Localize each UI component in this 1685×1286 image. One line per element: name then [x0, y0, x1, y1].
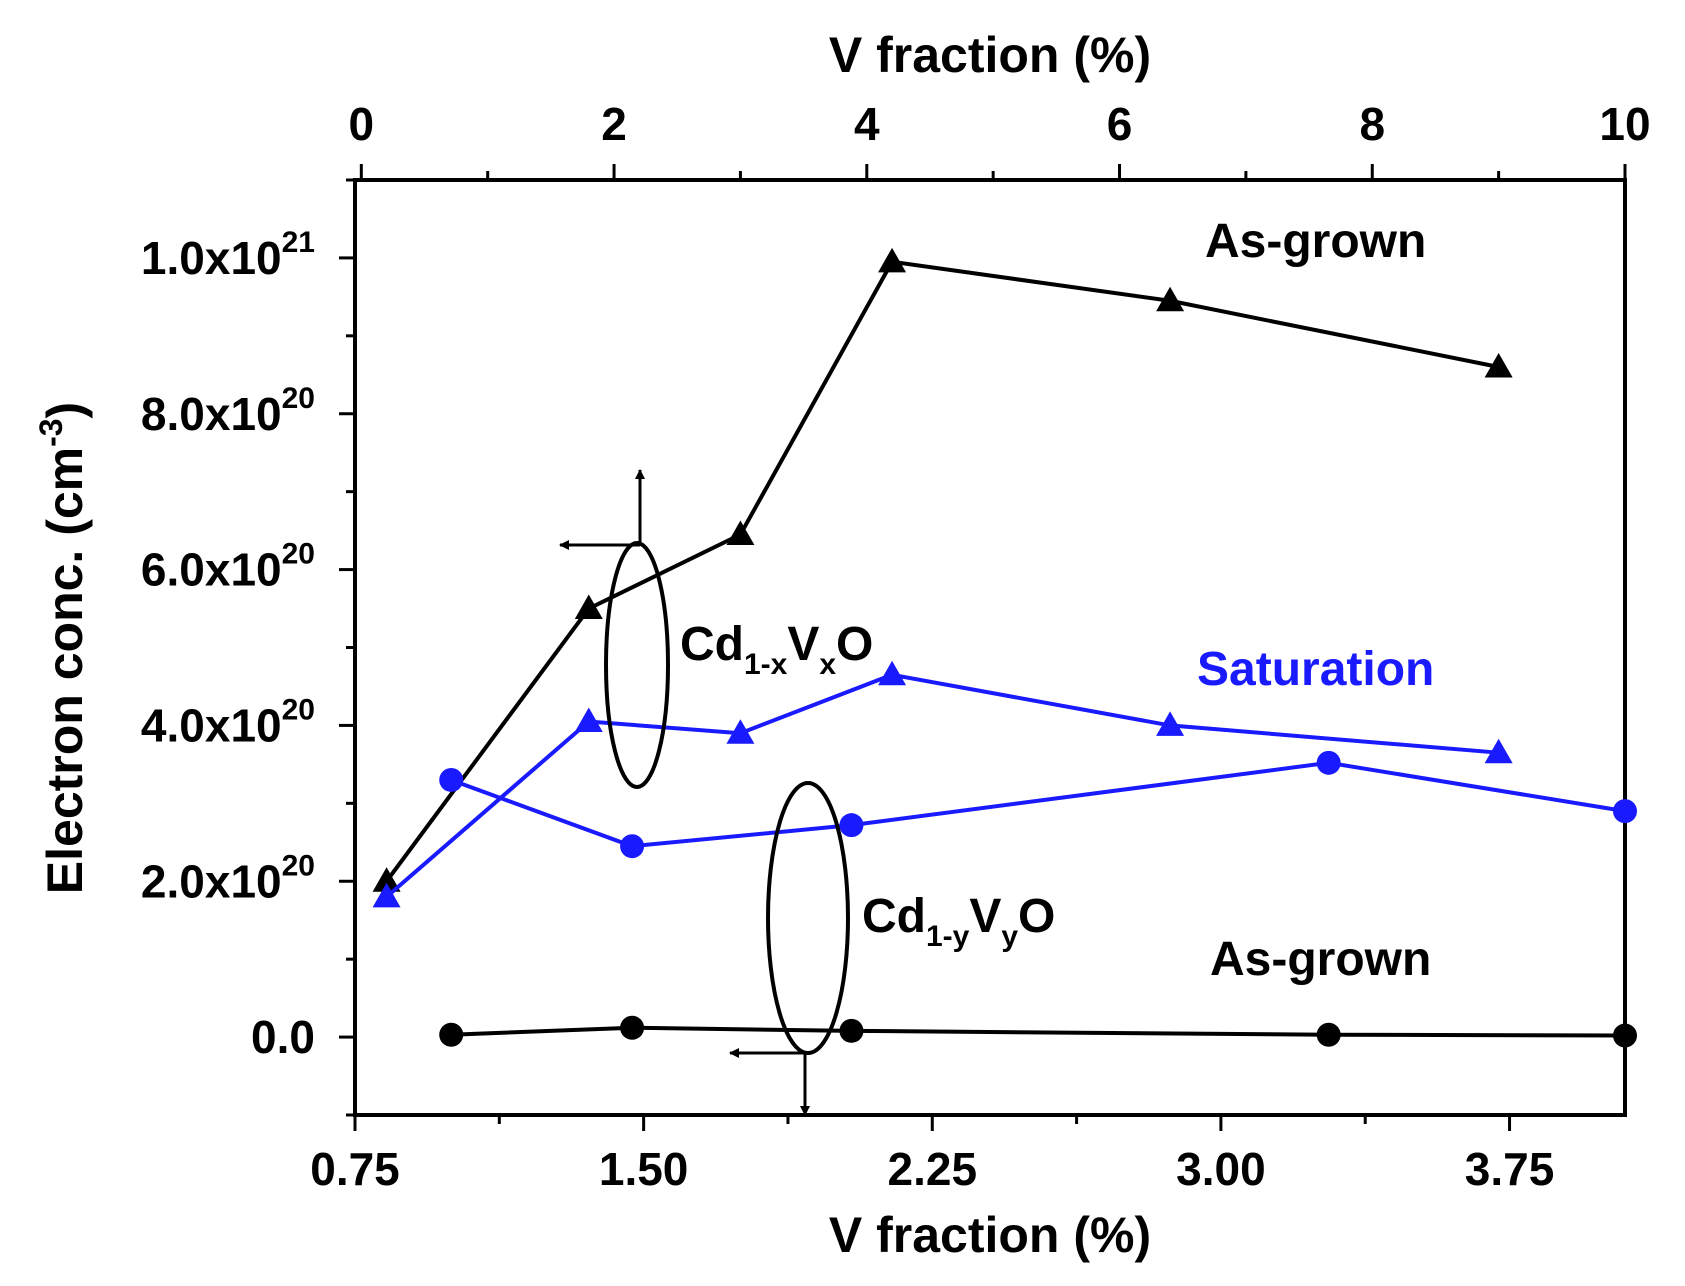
triangle-marker — [1484, 738, 1513, 764]
left-tick-label: 1.0x1021 — [141, 226, 315, 284]
triangle-marker — [1484, 353, 1513, 378]
cdx-ellipse — [604, 541, 670, 789]
triangle-marker — [726, 520, 755, 546]
circle-marker — [839, 1018, 864, 1043]
cdy-sub2: y — [1001, 920, 1018, 953]
top-axis-ticks: 0 2 4 6 8 10 — [349, 98, 1651, 180]
top-tick-label: 0 — [349, 98, 375, 150]
saturation-label: Saturation — [1197, 643, 1434, 696]
circle-marker — [1316, 750, 1341, 775]
triangle-marker — [878, 247, 907, 273]
bottom-axis-ticks: 0.75 1.50 2.25 3.00 3.75 — [310, 1115, 1554, 1195]
left-tick-label: 0.0 — [251, 1011, 315, 1063]
as-grown-bottom-label: As-grown — [1210, 933, 1431, 986]
top-tick-label: 2 — [601, 98, 627, 150]
cdy-base2: V — [969, 890, 1001, 943]
triangle-marker — [574, 594, 603, 620]
circle-marker — [839, 813, 864, 838]
top-tick-label: 6 — [1107, 98, 1133, 150]
cdx-base2: V — [787, 618, 819, 671]
bottom-tick-label: 3.75 — [1465, 1143, 1555, 1195]
cdy-ellipse — [766, 781, 850, 1055]
bottom-tick-label: 2.25 — [888, 1143, 978, 1195]
cd1-x-vx-o-label: Cd1-xVxO — [680, 618, 873, 681]
left-axis-ticks: 0.0 2.0x1020 4.0x1020 6.0x1020 8.0x1020 1.0x1… — [141, 178, 355, 1117]
bottom-tick-label: 0.75 — [310, 1143, 400, 1195]
triangle-marker — [574, 707, 603, 733]
left-tick-label: 6.0x1020 — [141, 538, 315, 596]
top-tick-label: 8 — [1359, 98, 1385, 150]
top-tick-label: 4 — [854, 98, 880, 150]
circle-marker — [439, 767, 464, 792]
top-axis-title: V fraction (%) — [829, 27, 1151, 83]
left-tick-label: 2.0x1020 — [141, 849, 315, 907]
circle-marker — [1613, 1023, 1637, 1048]
circle-marker — [620, 1015, 645, 1040]
triangle-marker — [372, 867, 401, 892]
triangle-marker — [726, 719, 755, 744]
y-axis-title-exponent: -3 — [33, 418, 69, 446]
circle-marker — [1613, 799, 1637, 824]
series-line — [384, 259, 1500, 883]
series-layer — [372, 247, 1637, 1048]
as-grown-top-label: As-grown — [1205, 215, 1426, 268]
left-tick-label: 4.0x1020 — [141, 693, 315, 751]
cdy-base3: O — [1018, 890, 1055, 943]
triangle-marker — [878, 660, 907, 686]
bottom-axis-title: V fraction (%) — [829, 1207, 1151, 1263]
triangle-marker — [1156, 711, 1185, 736]
triangle-marker — [1156, 286, 1185, 312]
cdx-base1: Cd — [680, 618, 744, 671]
bottom-tick-label: 3.00 — [1176, 1143, 1266, 1195]
cdx-sub1: 1-x — [744, 648, 788, 681]
left-tick-label: 8.0x1020 — [141, 382, 315, 440]
cdy-base1: Cd — [862, 890, 926, 943]
circle-marker — [620, 834, 645, 859]
y-axis-title: Electron conc. (cm-3) — [33, 402, 93, 894]
y-axis-title-close: ) — [37, 402, 93, 419]
top-tick-label: 10 — [1599, 98, 1650, 150]
bottom-tick-label: 1.50 — [599, 1143, 689, 1195]
series-line — [385, 672, 1499, 899]
cdx-sub2: x — [819, 648, 836, 681]
circle-marker — [439, 1022, 464, 1047]
circle-marker — [1316, 1022, 1341, 1047]
y-axis-title-main: Electron conc. (cm — [37, 447, 93, 894]
cd1-y-vy-o-label: Cd1-yVyO — [862, 890, 1055, 953]
triangle-marker — [372, 882, 401, 908]
cdy-sub1: 1-y — [926, 920, 970, 953]
cdx-base3: O — [836, 618, 873, 671]
